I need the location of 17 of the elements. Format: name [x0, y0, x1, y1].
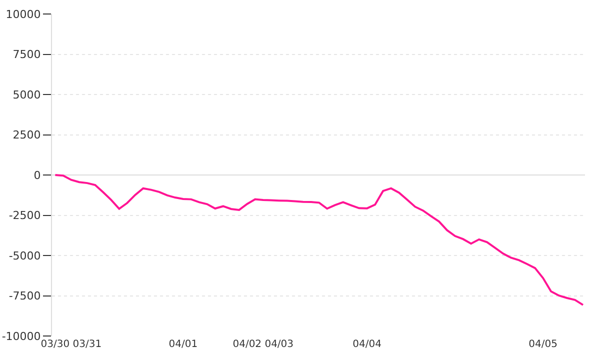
x-tick-label: 03/30 — [40, 339, 70, 350]
y-tick-label: -7500 — [8, 290, 41, 303]
x-tick-label: 03/31 — [72, 339, 102, 350]
y-tick-label: -2500 — [8, 209, 41, 222]
x-tick-label: 04/02 — [232, 339, 262, 350]
x-tick-label: 04/04 — [352, 339, 382, 350]
y-tick-label: 5000 — [12, 88, 41, 102]
y-tick-label: 10000 — [6, 8, 41, 21]
y-tick-label: 2500 — [12, 128, 41, 142]
x-tick-label: 04/03 — [264, 339, 294, 350]
y-tick-label: -10000 — [2, 330, 41, 343]
y-tick-label: 7500 — [12, 48, 41, 62]
y-tick-label: 0 — [34, 168, 41, 182]
y-tick-label: -5000 — [8, 249, 41, 262]
x-tick-label: 04/05 — [528, 339, 558, 350]
line-series — [54, 174, 584, 306]
x-tick-label: 04/01 — [168, 339, 198, 350]
